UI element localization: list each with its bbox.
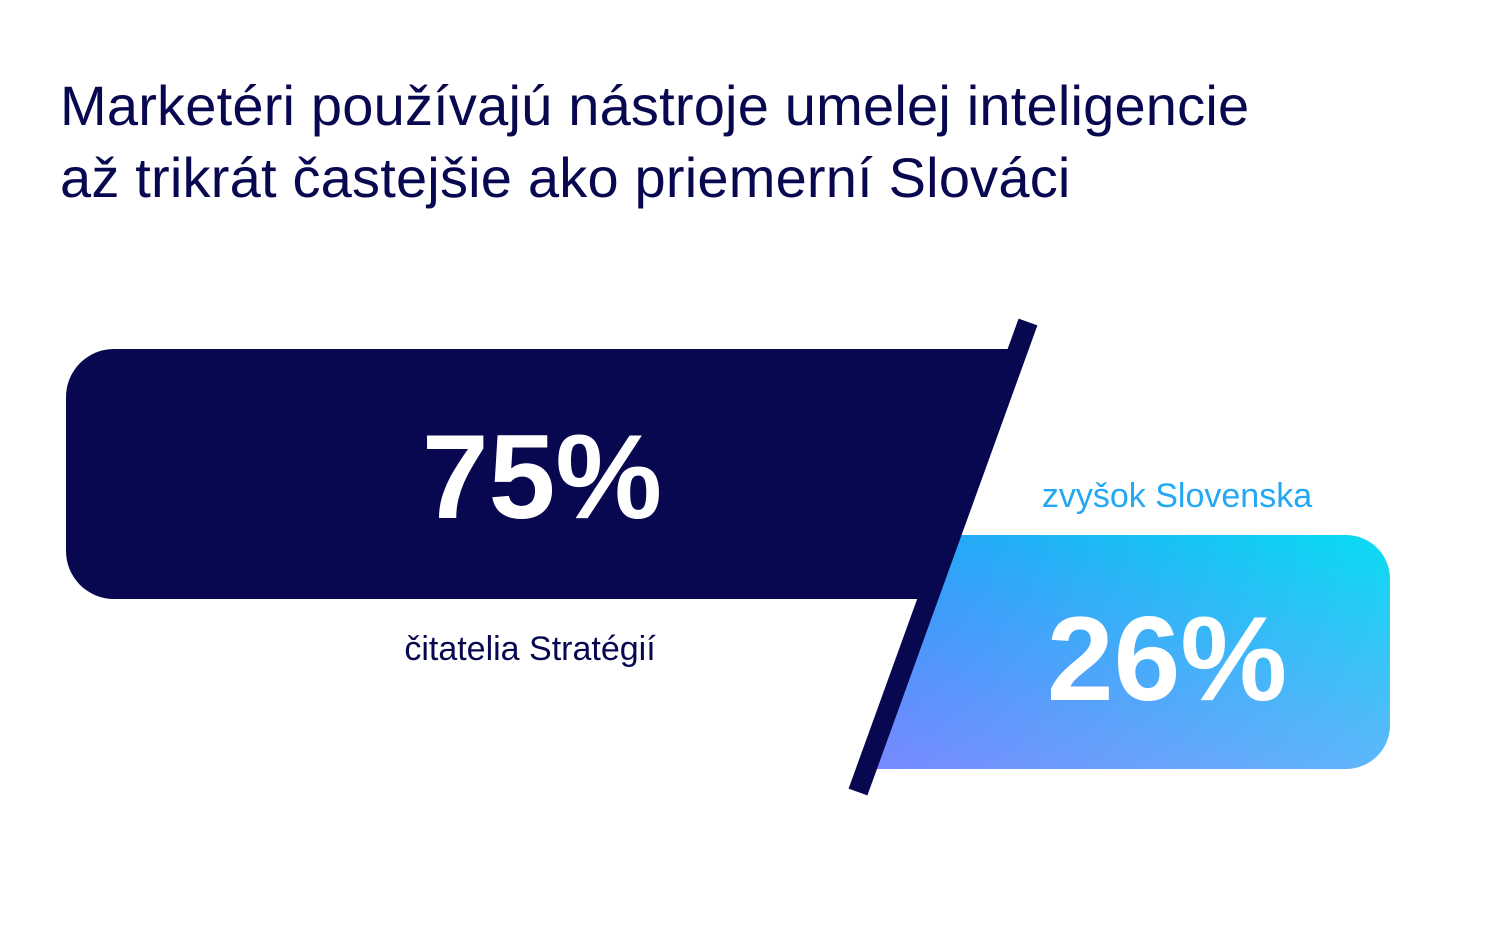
value-label-citatelia-strategii: 75% xyxy=(422,410,662,544)
title-line-2: až trikrát častejšie ako priemerní Slová… xyxy=(60,146,1071,209)
title-line-1: Marketéri používajú nástroje umelej inte… xyxy=(60,74,1250,137)
page-title: Marketéri používajú nástroje umelej inte… xyxy=(60,70,1460,214)
bar-citatelia-strategii xyxy=(66,349,1019,599)
category-label-citatelia-strategii: čitatelia Stratégií xyxy=(404,630,656,668)
category-label-zvysok-slovenska: zvyšok Slovenska xyxy=(1042,477,1312,515)
divider-slash xyxy=(848,318,1038,796)
bar-zvysok-slovenska-highlight xyxy=(866,535,1390,769)
value-label-zvysok-slovenska: 26% xyxy=(1047,592,1287,726)
